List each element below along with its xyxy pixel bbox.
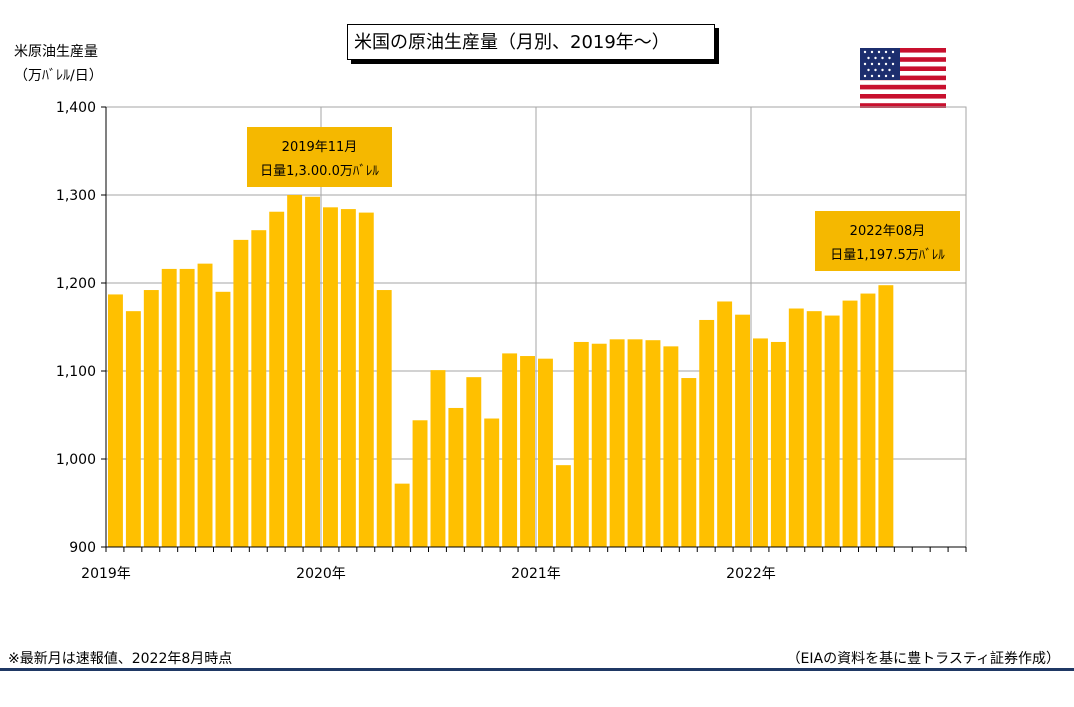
bar: [770, 341, 786, 547]
y-axis-label: 米原油生産量 （万ﾊﾞﾚﾙ/日）: [14, 40, 103, 88]
bar: [842, 300, 858, 547]
bar: [197, 263, 213, 547]
bar: [699, 319, 715, 547]
bar: [323, 207, 338, 547]
x-tick-label: 2022年: [726, 566, 776, 582]
bar: [663, 346, 679, 547]
chart-title: 米国の原油生産量（月別、2019年～）: [347, 24, 715, 60]
bar: [520, 356, 535, 547]
annotation-box: [247, 127, 392, 187]
bar: [555, 465, 571, 547]
bar: [788, 308, 804, 547]
bar: [753, 338, 768, 547]
bar: [502, 353, 518, 547]
bar: [645, 340, 661, 547]
footnote-source: （EIAの資料を基に豊トラスティ証券作成）: [786, 651, 1060, 667]
footnote-note: ※最新月は速報値、2022年8月時点: [8, 651, 233, 667]
bar: [376, 290, 392, 547]
x-tick-label: 2021年: [511, 566, 561, 582]
bar: [591, 343, 607, 547]
bar: [824, 315, 840, 547]
annotation-line1: 2022年08月: [850, 224, 926, 239]
y-tick-label: 1,100: [56, 364, 96, 380]
y-axis-label-line2: （万ﾊﾞﾚﾙ/日）: [14, 68, 103, 84]
bar: [287, 195, 303, 547]
bar: [233, 239, 249, 547]
bar: [806, 311, 822, 547]
bar: [108, 294, 123, 547]
annotation-line1: 2019年11月: [282, 140, 358, 155]
bar: [412, 420, 428, 547]
bar: [627, 339, 643, 547]
bar: [538, 358, 553, 547]
bar: [358, 212, 374, 547]
bar: [305, 196, 320, 547]
x-tick-label: 2020年: [296, 566, 346, 582]
x-tick-label: 2019年: [81, 566, 131, 582]
bar: [609, 339, 625, 547]
bar: [717, 301, 733, 547]
bar: [878, 285, 894, 547]
y-tick-label: 1,000: [56, 452, 96, 468]
bar: [573, 341, 589, 547]
bar: [143, 290, 159, 547]
y-axis-label-line1: 米原油生産量: [14, 44, 98, 60]
bar: [448, 407, 464, 547]
bar: [215, 291, 231, 547]
y-tick-label: 1,400: [56, 100, 96, 116]
bar: [484, 418, 500, 547]
y-tick-label: 1,300: [56, 188, 96, 204]
bar: [125, 311, 141, 547]
bar: [269, 211, 285, 547]
bar: [735, 314, 750, 547]
bar: [430, 370, 446, 547]
bar: [161, 268, 177, 547]
bar-chart: 900 1,000 1,100 1,200 1,300 1,400 2019年 2020年 20…: [56, 100, 967, 582]
bar: [251, 230, 267, 547]
bar: [681, 378, 697, 547]
annotation-box: [815, 211, 960, 271]
y-tick-label: 900: [69, 540, 96, 556]
y-tick-label: 1,200: [56, 276, 96, 292]
bar: [466, 377, 482, 547]
bottom-rule: [0, 668, 1074, 671]
bar: [179, 268, 195, 547]
annotation-line2: 日量1,3.00.0万ﾊﾞﾚﾙ: [260, 164, 379, 179]
bar: [340, 209, 356, 547]
bar: [860, 293, 876, 547]
annotation-line2: 日量1,197.5万ﾊﾞﾚﾙ: [830, 248, 945, 263]
us-flag-icon: [860, 48, 946, 108]
bar: [394, 483, 410, 547]
